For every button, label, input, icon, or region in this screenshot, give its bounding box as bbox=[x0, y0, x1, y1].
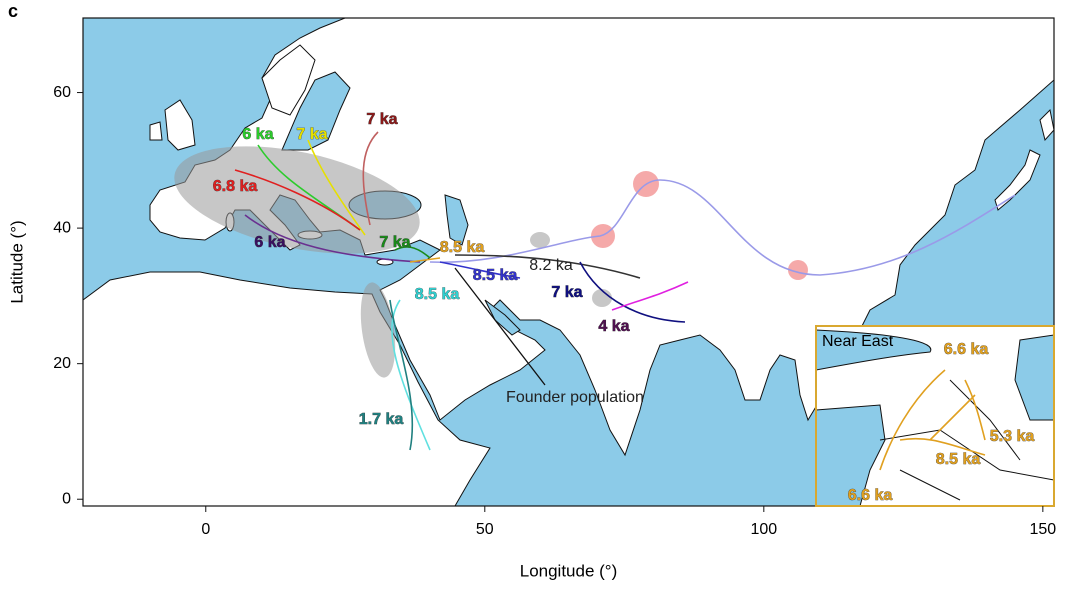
x-tick-label: 50 bbox=[476, 521, 494, 538]
inset-title: Near East bbox=[822, 333, 894, 350]
shape bbox=[362, 131, 379, 226]
shape bbox=[164, 99, 196, 151]
shape bbox=[879, 369, 986, 471]
migration-label: 8.2 ka bbox=[529, 257, 573, 274]
shape bbox=[391, 299, 431, 451]
shape bbox=[454, 254, 641, 279]
migration-label: Founder population bbox=[506, 389, 644, 406]
panel-label: c bbox=[8, 1, 18, 21]
shape bbox=[234, 169, 361, 231]
shape bbox=[454, 267, 546, 386]
shape bbox=[389, 299, 414, 451]
shape bbox=[994, 149, 1041, 211]
migration-label: 7 ka bbox=[551, 284, 582, 301]
migration-label: 7 ka bbox=[379, 234, 410, 251]
circle bbox=[591, 224, 615, 248]
axes: 0 50 100 150 0 20 40 60 Longitude (°) Latitude (°… bbox=[7, 84, 1056, 581]
shape bbox=[307, 139, 366, 236]
shape bbox=[439, 261, 521, 279]
migration-label: 8.5 ka bbox=[415, 286, 460, 303]
x-axis-label: Longitude (°) bbox=[520, 561, 618, 580]
ellipse bbox=[360, 282, 396, 378]
shape bbox=[409, 257, 441, 263]
migration-label: 6 ka bbox=[242, 126, 273, 143]
y-tick-label: 40 bbox=[53, 219, 71, 236]
inset-label: 6.6 ka bbox=[944, 341, 989, 358]
migration-label: 6 ka bbox=[254, 234, 285, 251]
x-tick-label: 0 bbox=[201, 521, 210, 538]
y-tick-label: 0 bbox=[62, 490, 71, 507]
shape bbox=[394, 246, 431, 259]
annotations: 6 ka 7 ka 7 ka 6.8 ka 6 ka 7 ka 8.5 ka 8.5 ka 8.… bbox=[212, 111, 1035, 505]
ellipse bbox=[592, 289, 612, 307]
migration-label: 7 ka bbox=[366, 111, 397, 128]
y-axis-label: Latitude (°) bbox=[7, 220, 26, 303]
inset bbox=[815, 325, 1055, 507]
y-tick-label: 20 bbox=[53, 355, 71, 372]
migration-label: 1.7 ka bbox=[359, 411, 404, 428]
shape bbox=[261, 44, 316, 116]
y-tick-label: 60 bbox=[53, 84, 71, 101]
shape bbox=[816, 404, 886, 506]
g bbox=[816, 329, 1054, 506]
migration-label: 4 ka bbox=[598, 318, 629, 335]
shape bbox=[149, 121, 163, 141]
x-tick-label: 100 bbox=[750, 521, 777, 538]
shape bbox=[429, 179, 1016, 276]
migration-label: 6.8 ka bbox=[213, 178, 258, 195]
shape bbox=[484, 299, 521, 336]
migration-label: 8.5 ka bbox=[473, 267, 518, 284]
migration-label: 7 ka bbox=[296, 126, 327, 143]
rect bbox=[815, 325, 1055, 507]
shape bbox=[244, 214, 421, 263]
ellipse bbox=[530, 232, 550, 248]
migration-arrows bbox=[234, 131, 1016, 451]
inset-label: 6.6 ka bbox=[848, 487, 893, 504]
shape bbox=[611, 281, 689, 311]
migration-label: 8.5 ka bbox=[440, 239, 485, 256]
shape bbox=[444, 194, 469, 246]
x-tick-label: 150 bbox=[1029, 521, 1056, 538]
shape bbox=[281, 71, 351, 151]
plot-frame bbox=[82, 17, 1055, 507]
inset-label: 5.3 ka bbox=[990, 428, 1035, 445]
shape bbox=[1014, 334, 1054, 421]
inset-label: 8.5 ka bbox=[936, 451, 981, 468]
circle bbox=[788, 260, 808, 280]
shape bbox=[1039, 108, 1054, 142]
shape bbox=[816, 329, 932, 371]
